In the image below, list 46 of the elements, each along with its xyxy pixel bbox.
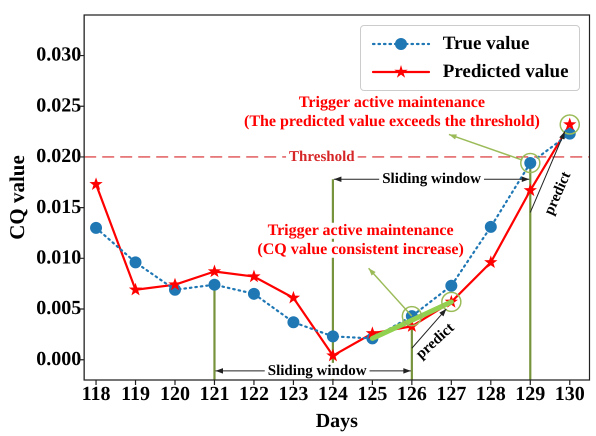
annotation: Sliding window (268, 362, 367, 379)
y-tick-label: 0.000 (36, 348, 82, 370)
point (89, 177, 103, 190)
point (287, 316, 300, 328)
point (484, 255, 498, 268)
annotation: predict (541, 169, 574, 218)
point (208, 278, 220, 291)
point (326, 348, 340, 362)
point (128, 282, 142, 296)
x-tick-label: 130 (554, 383, 585, 406)
x-tick-label: 124 (318, 383, 348, 406)
x-tick-label: 122 (238, 383, 269, 406)
y-tick-label: 0.015 (36, 196, 82, 218)
x-axis-title: Days (316, 410, 358, 432)
point (130, 256, 142, 268)
point (326, 330, 339, 342)
legend-label: Predicted value (442, 61, 568, 83)
y-axis-title: CQ value (5, 155, 30, 240)
y-tick-label: 0.020 (36, 145, 82, 168)
point (524, 183, 537, 196)
point (445, 280, 458, 292)
annotation: Sliding window (382, 171, 482, 188)
x-tick-label: 126 (396, 383, 427, 406)
x-tick-label: 129 (515, 383, 546, 406)
point (248, 288, 260, 300)
x-tick-label: 120 (160, 383, 190, 406)
point (484, 220, 497, 233)
point (247, 270, 261, 282)
x-tick-label: 127 (436, 383, 466, 406)
point (286, 290, 300, 304)
ref-line-label: Threshold (289, 148, 356, 165)
point (208, 264, 222, 278)
y-tick-label: 0.025 (36, 94, 82, 116)
x-tick-label: 128 (476, 383, 506, 406)
x-tick-label: 121 (199, 383, 230, 406)
x-tick-label: 125 (357, 383, 388, 406)
y-tick-label: 0.005 (36, 297, 82, 320)
legend-label: True value (442, 33, 530, 55)
annotation: Trigger active maintenance (CQ value consistent increase) (257, 222, 464, 258)
x-tick-label: 118 (82, 383, 110, 406)
point (90, 222, 102, 234)
annotation: Trigger active maintenance (The predicted value exceeds the threshold) (244, 94, 540, 130)
x-tick-label: 119 (121, 383, 150, 406)
y-tick-label: 0.030 (36, 44, 82, 66)
x-tick-label: 123 (278, 383, 308, 406)
y-tick-label: 0.010 (36, 246, 82, 269)
